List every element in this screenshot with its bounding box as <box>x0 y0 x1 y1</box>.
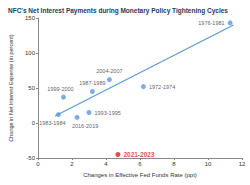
svg-text:6: 6 <box>138 161 142 167</box>
svg-text:Change in Net Interest Expense: Change in Net Interest Expense (in perce… <box>8 34 14 141</box>
svg-text:1972-1974: 1972-1974 <box>149 84 175 90</box>
svg-text:2016-2019: 2016-2019 <box>72 123 98 129</box>
svg-text:4: 4 <box>104 161 108 167</box>
svg-text:0: 0 <box>32 120 36 126</box>
svg-text:2: 2 <box>70 161 74 167</box>
svg-text:-50: -50 <box>26 155 35 161</box>
svg-text:1993-1995: 1993-1995 <box>95 110 121 116</box>
svg-text:12: 12 <box>239 161 246 167</box>
svg-text:2004-2007: 2004-2007 <box>96 68 122 74</box>
svg-text:100: 100 <box>25 50 36 56</box>
svg-text:1999-2000: 1999-2000 <box>47 86 73 92</box>
svg-text:1983-1984: 1983-1984 <box>39 120 65 126</box>
svg-text:50: 50 <box>28 85 35 91</box>
svg-text:1987-1989: 1987-1989 <box>79 80 105 86</box>
svg-text:150: 150 <box>25 15 36 21</box>
svg-text:1976-1981: 1976-1981 <box>198 20 224 26</box>
svg-text:0: 0 <box>36 161 40 167</box>
svg-text:10: 10 <box>205 161 212 167</box>
svg-text:2021-2023: 2021-2023 <box>123 151 154 158</box>
svg-text:8: 8 <box>172 161 176 167</box>
svg-text:Changes in Effective Fed Funds: Changes in Effective Fed Funds Rate (ppt… <box>83 172 197 178</box>
svg-text:NFC's Net Interest Payments du: NFC's Net Interest Payments during Monet… <box>8 7 228 15</box>
